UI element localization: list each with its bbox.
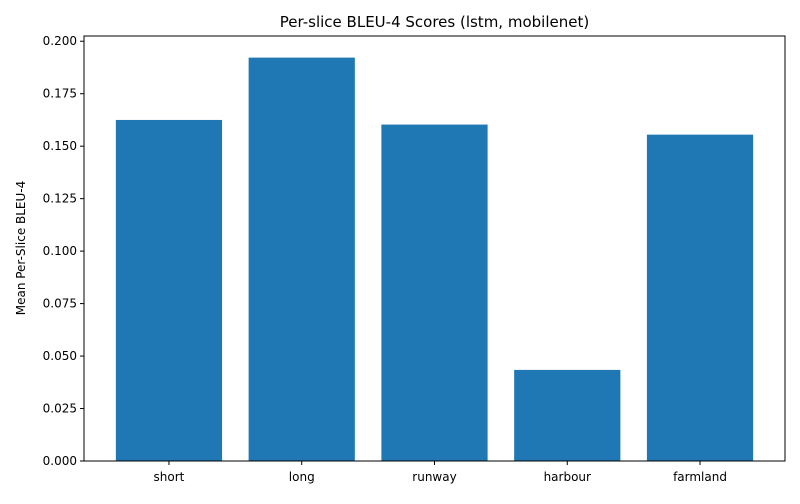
x-tick-label: runway	[412, 470, 456, 484]
y-tick-label: 0.175	[43, 87, 77, 101]
y-tick-label: 0.000	[43, 454, 77, 468]
y-tick-label: 0.025	[43, 402, 77, 416]
x-tick-label: long	[289, 470, 315, 484]
chart-title: Per-slice BLEU-4 Scores (lstm, mobilenet…	[280, 13, 589, 31]
bars-layer	[115, 57, 754, 462]
bar-long	[248, 57, 355, 462]
y-axis-label: Mean Per-Slice BLEU-4	[14, 181, 28, 316]
y-axis-ticks: 0.000 0.025 0.050 0.075 0.100 0.125 0.150 0.175…	[43, 34, 84, 468]
y-tick-label: 0.075	[43, 297, 77, 311]
bar-farmland	[646, 134, 754, 461]
y-tick-label: 0.050	[43, 349, 77, 363]
x-tick-label: farmland	[673, 470, 727, 484]
bar-short	[115, 119, 223, 461]
y-tick-label: 0.150	[43, 139, 77, 153]
x-axis-ticks: short long runway harbour farmland	[154, 461, 727, 484]
y-tick-label: 0.100	[43, 244, 77, 258]
bar-runway	[381, 124, 488, 461]
bar-harbour	[514, 369, 621, 461]
x-tick-label: short	[154, 470, 185, 484]
x-tick-label: harbour	[544, 470, 591, 484]
y-tick-label: 0.200	[43, 34, 77, 48]
y-tick-label: 0.125	[43, 192, 77, 206]
plot-frame	[83, 35, 786, 462]
